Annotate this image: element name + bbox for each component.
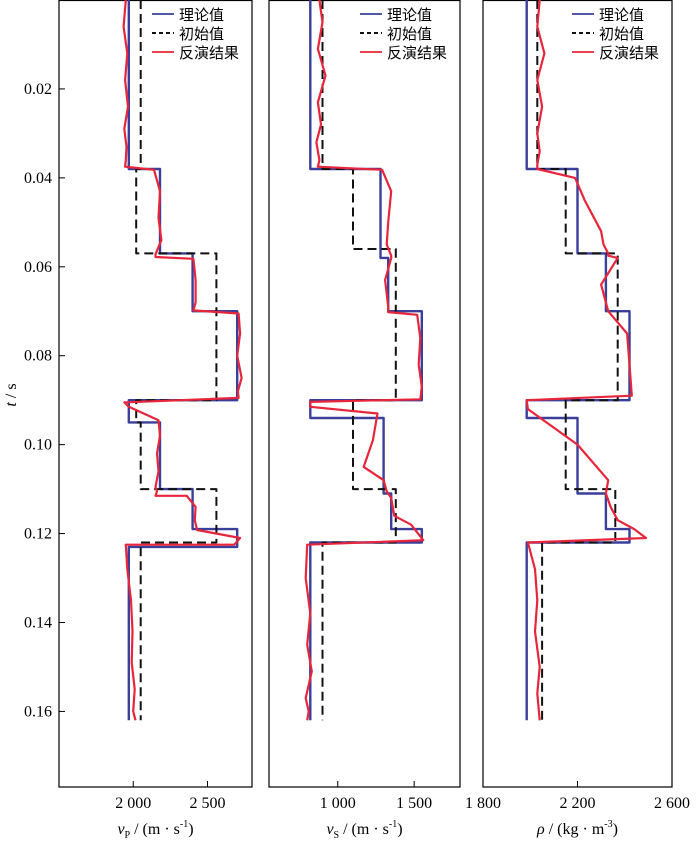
series-group (122, 0, 243, 721)
plot-frame (482, 0, 673, 788)
x-tick-label: 1 500 (396, 795, 432, 812)
y-tick-label: 0.10 (24, 437, 52, 454)
panels: 2 000 2 500 vP / (m · s-1) 0.02 0.04 0.06 0.08… (3, 0, 690, 841)
legend-label: 反演结果 (387, 44, 447, 62)
y-tick-label: 0.06 (24, 259, 52, 276)
y-tick-label: 0.02 (24, 81, 52, 98)
series-initial (536, 0, 619, 721)
series-group (525, 0, 648, 721)
y-tick-label: 0.12 (24, 526, 52, 543)
x-tick-label: 2 000 (115, 795, 151, 812)
plot-frame (268, 0, 461, 788)
series-theory (127, 0, 239, 721)
series-initial (321, 0, 397, 721)
series-inversion (122, 0, 243, 721)
series-theory (309, 0, 423, 721)
legend-label: 反演结果 (179, 44, 239, 62)
legend-label: 理论值 (599, 6, 644, 24)
x-tick-label: 1 800 (465, 795, 501, 812)
panel-1: 2 000 2 500 vP / (m · s-1) 0.02 0.04 0.06 0.08… (3, 0, 253, 841)
legend-label: 初始值 (387, 25, 432, 43)
plot-frame (58, 0, 253, 788)
x-tick-label: 2 200 (560, 795, 596, 812)
series-initial (135, 0, 218, 721)
x-tick-label: 2 600 (654, 795, 690, 812)
series-theory (525, 0, 631, 721)
legend-label: 理论值 (179, 6, 224, 24)
x-axis-label: ρ / (kg · m-3) (536, 819, 618, 838)
x-tick-label: 2 500 (189, 795, 225, 812)
legend-label: 反演结果 (599, 44, 659, 62)
x-tick-label: 1 000 (320, 795, 356, 812)
legend-label: 理论值 (387, 6, 432, 24)
y-tick-label: 0.14 (24, 614, 52, 631)
x-axis-label: vP / (m · s-1) (117, 819, 193, 841)
series-inversion (304, 0, 425, 721)
y-axis-label: t / s (3, 383, 20, 406)
series-group (304, 0, 425, 721)
legend-label: 初始值 (599, 25, 644, 43)
legend-label: 初始值 (179, 25, 224, 43)
y-tick-label: 0.04 (24, 170, 52, 187)
y-tick-label: 0.08 (24, 348, 52, 365)
x-axis-label: vS / (m · s-1) (326, 819, 402, 841)
y-tick-label: 0.16 (24, 703, 52, 720)
series-inversion (525, 0, 648, 721)
